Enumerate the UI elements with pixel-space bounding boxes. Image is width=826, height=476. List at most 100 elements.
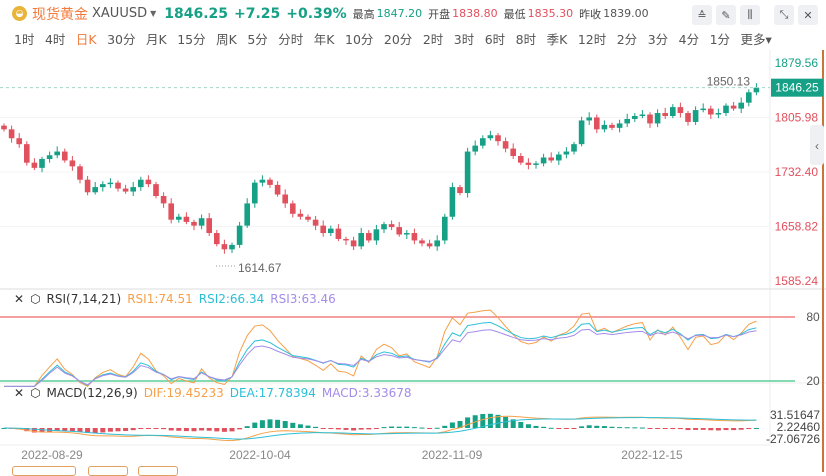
macd-bar [396,426,402,428]
tab-6[interactable]: 周K [216,32,237,47]
candle-body [350,240,357,247]
settings-icon[interactable]: ⬡ [30,386,41,400]
candle-body [107,182,114,185]
tab-1[interactable]: 4时 [44,32,66,47]
macd-bar [457,421,463,428]
price-tick: 1879.56 [775,56,819,70]
chevron-down-icon[interactable]: ▼ [150,9,157,18]
macd-bar [282,421,288,428]
macd-bar [738,428,744,430]
tab-14[interactable]: 6时 [484,32,506,47]
macd-bar [647,428,653,429]
macd-bar [419,427,425,429]
tab-2[interactable]: 日K [75,32,97,47]
candle-body [198,218,205,226]
macd-bar [693,428,699,430]
instrument-name: 现货黄金 [32,6,88,23]
collapse-icon[interactable]: ⤡ [774,5,794,25]
tab-11[interactable]: 20分 [383,32,413,47]
tab-20[interactable]: 4分 [678,32,700,47]
candle-body [24,144,30,163]
tab-4[interactable]: 月K [146,32,167,47]
macd-bar [358,428,364,430]
settings-icon[interactable]: ⬡ [30,292,41,306]
macd-bar [723,428,729,431]
bottom-button[interactable] [138,466,178,476]
macd-bar [594,425,600,428]
tab-12[interactable]: 2时 [422,32,444,47]
candle-body [746,92,752,103]
bottom-button[interactable] [12,466,76,476]
macd-bar [495,414,501,428]
candle-body [502,141,509,149]
macd-legend: ✕ ⬡ MACD(12,26,9) DIF:19.45233 DEA:17.783… [14,386,412,400]
bottom-button[interactable] [88,466,128,476]
macd-bar [632,427,638,429]
candle-body [77,166,83,180]
candle-body [487,135,494,139]
macd-bar [442,425,448,428]
candle-body [571,144,577,152]
macd-bar [518,421,524,428]
tab-21[interactable]: 1分 [709,32,731,47]
tab-8[interactable]: 分时 [278,32,304,47]
tab-10[interactable]: 10分 [345,32,374,47]
prev-close-value: 1839.00 [603,7,649,20]
tab-22[interactable]: 更多▾ [740,32,772,47]
close-icon[interactable]: ✕ [798,5,818,25]
tab-13[interactable]: 3时 [453,32,475,47]
low-value: 1835.30 [527,7,574,20]
macd-bar [624,427,630,429]
candle-body [320,225,326,234]
macd-bar [237,428,243,430]
macd-bar [115,428,121,432]
tab-0[interactable]: 1时 [14,32,35,47]
tab-9[interactable]: 年K [313,32,335,47]
macd-bar [427,428,433,429]
symbol-selector[interactable]: XAUUSD [92,6,148,21]
remove-indicator-icon[interactable]: ✕ [14,386,25,400]
tab-19[interactable]: 3分 [647,32,669,47]
macd-bar [731,428,737,431]
macd-bar [510,419,516,428]
macd-bar [404,426,410,428]
tab-18[interactable]: 2分 [616,32,638,47]
tab-3[interactable]: 30分 [107,32,136,47]
candle-body [252,182,258,204]
draw-pen-icon[interactable]: ✎ [716,5,736,25]
price-tick: 1658.82 [775,220,819,234]
candle-body [647,114,653,124]
rsi3-value: RSI3:63.46 [270,292,336,306]
macd-bar [351,428,357,431]
rsi2-value: RSI2:66.34 [198,292,265,306]
period-tabs: 1时 4时 日K 30分 月K 15分 周K 5分 分时 年K 10分 20分 2时 3时 6时 8时 季K 12… [14,29,782,48]
macd-bar [366,428,372,430]
candle-body [328,228,334,234]
low-label: 最低 [503,7,526,21]
tab-7[interactable]: 5分 [247,32,268,47]
max-price-label: 1850.13 [707,75,751,89]
high-label: 最高 [352,7,375,21]
tab-16[interactable]: 季K [546,32,568,47]
candle-body [1,125,7,130]
candle-body [39,158,45,168]
tab-15[interactable]: 8时 [515,32,537,47]
candle-body [639,114,646,117]
candle-type-icon[interactable]: ⫼ [740,5,760,25]
tab-17[interactable]: 12时 [577,32,607,47]
macd-tick: 2.22460 [777,420,821,434]
macd-bar [305,425,311,428]
candle-body [548,157,554,161]
remove-indicator-icon[interactable]: ✕ [14,292,25,306]
indicator-icon[interactable]: ≙ [692,5,712,25]
candle-body [396,227,402,235]
candle-body [464,151,471,194]
candle-body [662,113,668,117]
macd-bar [541,426,547,428]
macd-bar [381,427,387,429]
macd-bar [168,428,174,431]
candle-body [244,203,250,226]
tab-5[interactable]: 15分 [177,32,206,47]
macd-tick: -27.06726 [766,432,820,446]
